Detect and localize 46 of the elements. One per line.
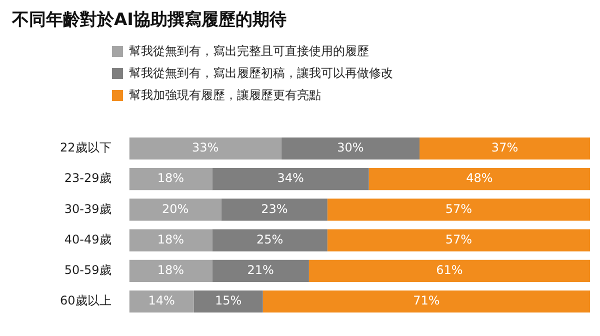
data-label: 18% [157, 263, 184, 278]
y-tick-label: 40-49歲 [64, 232, 112, 246]
data-label: 15% [214, 294, 242, 308]
data-label: 61% [436, 263, 463, 278]
bar [129, 229, 212, 252]
data-label: 33% [192, 140, 219, 155]
legend-label: 幫我從無到有，寫出履歷初稿，讓我可以再做修改 [129, 64, 393, 82]
data-label: 57% [445, 232, 472, 246]
data-label: 20% [162, 202, 189, 216]
legend-label: 幫我加強現有履歷，讓履歷更有亮點 [129, 86, 321, 104]
bar [129, 198, 222, 221]
y-tick-label: 22歲以下 [60, 140, 112, 155]
bar [212, 260, 309, 282]
data-label: 25% [256, 232, 284, 246]
data-label: 18% [157, 232, 184, 246]
bar [327, 198, 590, 221]
bar [129, 168, 212, 190]
bar [194, 290, 263, 313]
bar [327, 229, 590, 252]
bar [221, 198, 328, 221]
bar [368, 168, 590, 190]
bar [420, 137, 590, 160]
data-label: 37% [491, 140, 518, 155]
bar [262, 290, 590, 313]
chart-title: 不同年齡對於AI協助撰寫履歷的期待 [12, 9, 286, 31]
data-label: 48% [466, 171, 493, 186]
bar [129, 137, 282, 160]
data-label: 57% [445, 202, 472, 216]
y-tick-label: 30-39歲 [64, 202, 112, 216]
data-label: 14% [148, 294, 175, 308]
bar [129, 290, 194, 313]
bar [308, 260, 590, 282]
bar [212, 229, 328, 252]
data-label: 18% [157, 171, 184, 186]
data-label: 34% [277, 171, 304, 186]
data-label: 21% [247, 263, 274, 278]
y-tick-label: 50-59歲 [64, 263, 112, 278]
y-tick-label: 23-29歲 [64, 171, 112, 186]
bar [129, 260, 212, 282]
data-label: 71% [413, 294, 440, 308]
legend-label: 幫我從無到有，寫出完整且可直接使用的履歷 [129, 42, 369, 60]
bar [281, 137, 420, 160]
bar [212, 168, 369, 190]
y-tick-label: 60歲以上 [60, 294, 112, 308]
data-label: 30% [337, 140, 364, 155]
data-label: 23% [261, 202, 288, 216]
